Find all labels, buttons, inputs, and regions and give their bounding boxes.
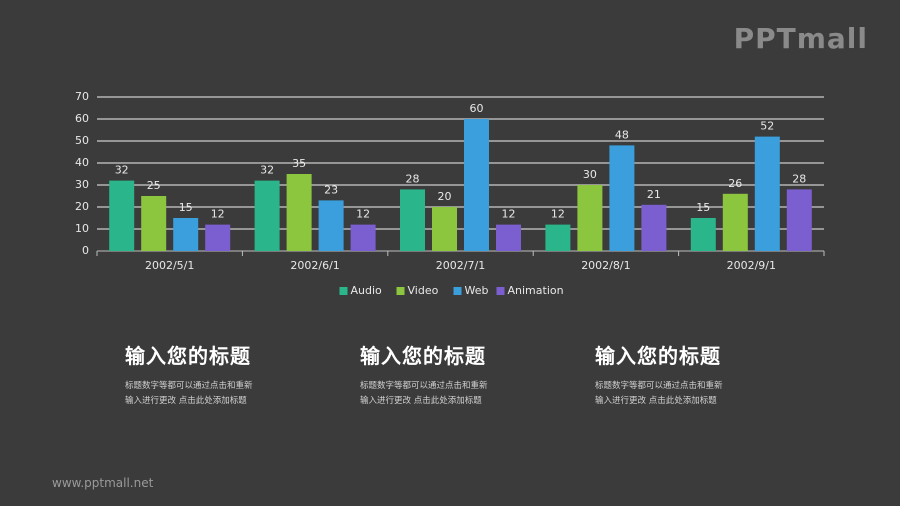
legend-label: Audio	[351, 284, 383, 297]
y-tick-label: 10	[75, 222, 89, 235]
x-tick-label: 2002/8/1	[581, 259, 630, 272]
bar	[577, 185, 603, 251]
y-tick-label: 70	[75, 90, 89, 103]
bar	[286, 174, 312, 251]
text-block: 输入您的标题 标题数字等都可以通过点击和重新 输入进行更改 点击此处添加标题	[595, 340, 723, 409]
y-tick-label: 30	[75, 178, 89, 191]
value-label: 52	[760, 120, 774, 133]
value-label: 12	[502, 208, 516, 221]
y-tick-label: 20	[75, 200, 89, 213]
block-line: 输入进行更改 点击此处添加标题	[360, 396, 482, 406]
footer-url: www.pptmall.net	[52, 476, 154, 490]
bar	[609, 145, 635, 251]
y-tick-label: 40	[75, 156, 89, 169]
value-label: 15	[179, 201, 193, 214]
bar	[690, 218, 716, 251]
x-tick-label: 2002/5/1	[145, 259, 194, 272]
x-tick-label: 2002/9/1	[727, 259, 776, 272]
value-label: 21	[647, 188, 661, 201]
block-line: 标题数字等都可以通过点击和重新	[125, 381, 253, 391]
legend-swatch	[396, 287, 405, 295]
text-block: 输入您的标题 标题数字等都可以通过点击和重新 输入进行更改 点击此处添加标题	[360, 340, 488, 409]
y-tick-label: 50	[75, 134, 89, 147]
legend-label: Animation	[508, 284, 564, 297]
bar	[464, 119, 489, 251]
text-block: 输入您的标题 标题数字等都可以通过点击和重新 输入进行更改 点击此处添加标题	[125, 340, 253, 409]
value-label: 26	[728, 177, 742, 190]
value-label: 12	[211, 208, 225, 221]
value-label: 30	[583, 168, 597, 181]
bar	[350, 224, 376, 251]
value-label: 48	[615, 128, 629, 141]
bar	[545, 224, 571, 251]
value-label: 32	[260, 164, 274, 177]
block-line: 输入进行更改 点击此处添加标题	[595, 396, 717, 406]
y-tick-label: 60	[75, 112, 89, 125]
value-label: 60	[470, 102, 484, 115]
bar	[318, 200, 344, 251]
value-label: 20	[438, 190, 452, 203]
bar	[496, 224, 521, 251]
legend-swatch	[339, 287, 348, 295]
block-line: 标题数字等都可以通过点击和重新	[360, 381, 488, 391]
value-label: 25	[147, 179, 161, 192]
bar	[641, 204, 667, 251]
bar	[173, 218, 199, 251]
value-label: 28	[792, 172, 806, 185]
legend-swatch	[496, 287, 505, 295]
bar	[786, 189, 812, 251]
bar	[254, 180, 280, 251]
bar	[400, 189, 425, 251]
value-label: 28	[406, 172, 420, 185]
bar	[722, 193, 748, 251]
x-tick-label: 2002/7/1	[436, 259, 485, 272]
bar	[141, 196, 167, 251]
block-title: 输入您的标题	[360, 344, 486, 368]
legend-label: Web	[465, 284, 489, 297]
value-label: 12	[551, 208, 565, 221]
value-label: 32	[115, 164, 129, 177]
x-tick-label: 2002/6/1	[290, 259, 339, 272]
value-label: 23	[324, 183, 338, 196]
bar	[109, 180, 135, 251]
bar	[205, 224, 231, 251]
chart: 0 10 20 30 40 50 60 70 2002/5/1 32 25 15 12 2002/6/1 3…	[75, 90, 825, 297]
value-label: 12	[356, 208, 370, 221]
legend-label: Video	[408, 284, 439, 297]
value-label: 35	[292, 157, 306, 170]
bar	[754, 136, 780, 251]
legend-swatch	[453, 287, 462, 295]
block-line: 输入进行更改 点击此处添加标题	[125, 396, 247, 406]
block-line: 标题数字等都可以通过点击和重新	[595, 381, 723, 391]
y-tick-label: 0	[82, 244, 89, 257]
bar	[432, 207, 457, 251]
block-title: 输入您的标题	[125, 344, 251, 368]
value-label: 15	[696, 201, 710, 214]
logo: PPTmall	[733, 22, 868, 55]
block-title: 输入您的标题	[595, 344, 721, 368]
